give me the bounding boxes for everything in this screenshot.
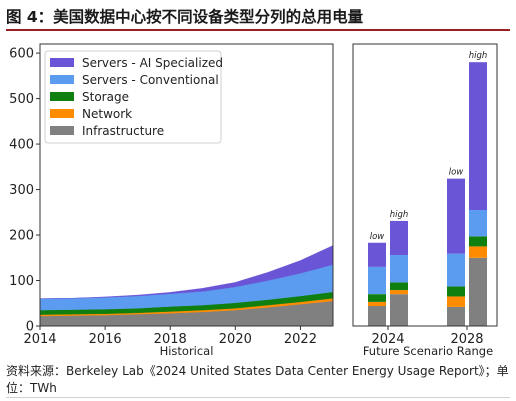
y-tick-label: 400	[9, 138, 34, 153]
bar-scenario-label: high	[469, 51, 488, 61]
x-tick-label: 2016	[89, 332, 122, 347]
historical-panel: 0 100 200 300 400 500 600 2014 2016 2018 2020 2022 H…	[9, 43, 334, 358]
source-note: 资料来源：Berkeley Lab《2024 United States Dat…	[6, 363, 512, 397]
bar-segment-3	[390, 255, 408, 283]
bar-segment-0	[368, 305, 386, 326]
x-tick-label: 2014	[23, 332, 56, 347]
x-axis-title: Future Scenario Range	[363, 344, 493, 358]
figure-title: 图 4：美国数据中心按不同设备类型分列的总用电量	[6, 8, 364, 26]
future-plot-frame	[352, 43, 498, 327]
legend-swatch	[50, 75, 74, 84]
x-tick-label: 2022	[284, 332, 317, 347]
bar-segment-2	[390, 282, 408, 291]
bar-segment-3	[469, 210, 487, 237]
bar-segment-1	[469, 246, 487, 258]
bottom-rule	[6, 397, 510, 398]
bar-segment-1	[368, 301, 386, 306]
legend-label: Network	[82, 107, 132, 121]
legend-label: Infrastructure	[82, 124, 164, 138]
bar-segment-4	[390, 220, 408, 256]
x-tick-label: 2020	[219, 332, 252, 347]
legend-swatch	[50, 58, 74, 67]
bar-segment-3	[447, 253, 465, 287]
bar-scenario-label: low	[449, 168, 464, 178]
legend-box	[44, 50, 222, 144]
bar-segment-3	[368, 266, 386, 295]
legend-swatch	[50, 92, 74, 101]
bar-segment-4	[469, 62, 487, 211]
legend-label: Storage	[82, 90, 129, 104]
legend: Servers - AI Specialized Servers - Conven…	[44, 50, 223, 144]
bar-scenario-label: low	[370, 232, 385, 242]
title-rule	[6, 29, 510, 31]
bar-segment-2	[447, 286, 465, 297]
y-tick-label: 300	[9, 183, 34, 198]
bar-segment-4	[368, 242, 386, 267]
bar-segment-2	[368, 294, 386, 302]
bar-scenario-label: high	[390, 210, 409, 220]
bar-segment-0	[390, 294, 408, 326]
y-tick-label: 0	[26, 320, 34, 335]
bar-segment-4	[447, 178, 465, 254]
bar-segment-1	[447, 296, 465, 307]
y-tick-label: 600	[9, 47, 34, 62]
bar-segment-1	[390, 290, 408, 295]
y-tick-label: 500	[9, 92, 34, 107]
y-tick-label: 100	[9, 274, 34, 289]
historical-plot-frame	[39, 43, 334, 327]
x-tick-label: 2018	[154, 332, 187, 347]
bar-segment-0	[447, 306, 465, 326]
legend-label: Servers - Conventional	[82, 73, 219, 87]
x-tick-label: 2028	[450, 332, 483, 347]
legend-swatch	[50, 109, 74, 118]
source-text: 资料来源：Berkeley Lab《2024 United States Dat…	[6, 364, 509, 395]
y-tick-label: 200	[9, 229, 34, 244]
x-axis-title: Historical	[160, 344, 214, 358]
legend-swatch	[50, 126, 74, 135]
legend-label: Servers - AI Specialized	[82, 56, 223, 70]
bar-segment-0	[469, 257, 487, 326]
x-tick-label: 2024	[371, 332, 404, 347]
bar-segment-2	[469, 236, 487, 247]
